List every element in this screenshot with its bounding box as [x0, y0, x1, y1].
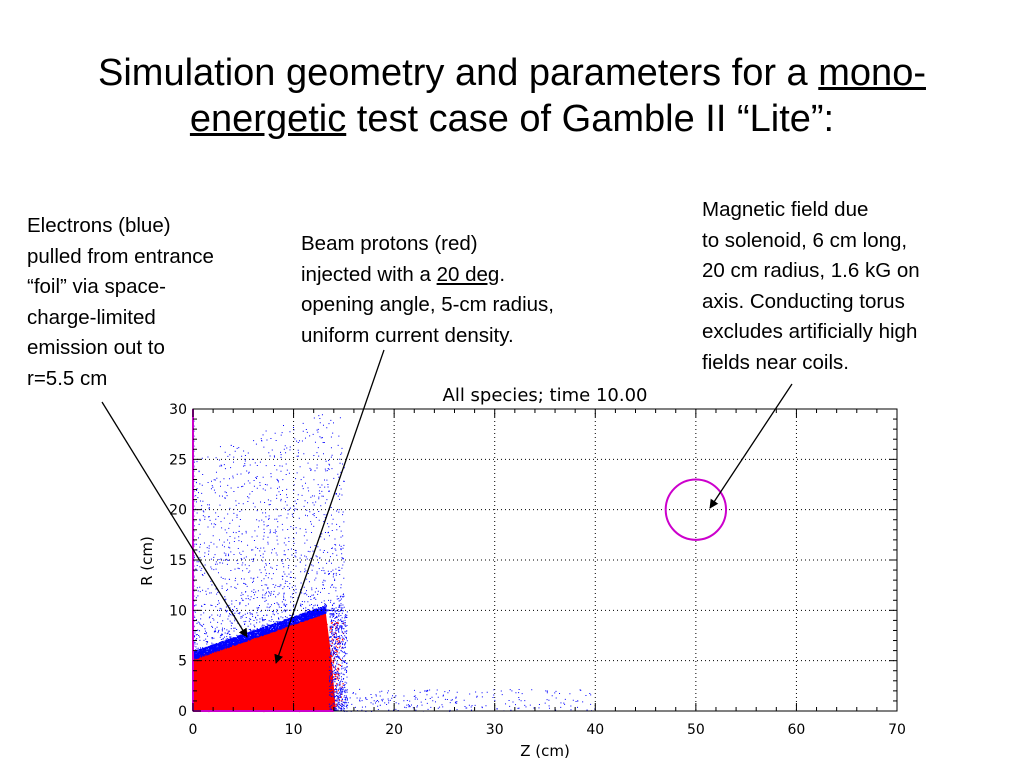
electrons-line: charge-limited [27, 305, 156, 329]
x-tick-label: 60 [788, 722, 806, 738]
title-part-2: test case of Gamble II “Lite”: [346, 98, 835, 140]
y-tick-label: 10 [169, 603, 187, 619]
electrons-pointer-arrow [101, 401, 248, 638]
field-line: fields near coils. [702, 350, 849, 374]
y-tick-label: 15 [169, 553, 187, 569]
field-line: axis. Conducting torus [702, 289, 905, 313]
x-tick-label: 0 [189, 722, 198, 738]
axis-ticks: 0 10 20 30 40 50 60 70 0 5 10 15 20 25 30 [169, 402, 906, 738]
electron-boundary-band [193, 604, 327, 660]
protons-line-2-post: . [499, 262, 506, 286]
slide-title: Simulation geometry and parameters for a… [0, 50, 1024, 142]
electrons-line: r=5.5 cm [27, 366, 108, 390]
y-tick-label: 20 [169, 503, 187, 519]
particle-scatter [193, 414, 596, 713]
y-axis-label: R (cm) [138, 536, 156, 586]
electrons-annotation: Electrons (blue) pulled from entrance “f… [27, 211, 214, 394]
protons-line-2-pre: injected with a [301, 262, 437, 286]
torus-pointer-arrow [709, 383, 793, 509]
x-tick-label: 10 [285, 722, 303, 738]
conducting-torus-circle [664, 478, 728, 541]
protons-annotation: Beam protons (red) injected with a 20 de… [301, 229, 554, 351]
x-axis-label: Z (cm) [520, 742, 570, 760]
protons-pointer-arrow [274, 349, 385, 664]
title-underlined-mono: mono- [818, 52, 926, 94]
title-underlined-energetic: energetic [189, 98, 347, 140]
protons-line-2: injected with a 20 deg. [301, 260, 554, 291]
field-line: excludes artificially high [702, 320, 918, 343]
field-line: to solenoid, 6 cm long, [702, 228, 908, 252]
electrons-line: Electrons (blue) [27, 214, 171, 237]
y-tick-label: 0 [178, 704, 187, 720]
annotation-arrows [101, 349, 793, 664]
x-tick-label: 70 [888, 722, 906, 738]
x-tick-label: 50 [687, 722, 705, 738]
y-tick-label: 5 [178, 654, 187, 670]
title-part-1: Simulation geometry and parameters for a [98, 52, 819, 94]
x-tick-label: 30 [486, 722, 504, 738]
protons-line-4: uniform current density. [301, 323, 514, 347]
magnetic-field-annotation: Magnetic field due to solenoid, 6 cm lon… [702, 195, 920, 378]
protons-line-1: Beam protons (red) [301, 232, 478, 255]
field-line: 20 cm radius, 1.6 kG on [702, 259, 920, 282]
x-tick-label: 40 [586, 722, 604, 738]
electrons-line: pulled from entrance [27, 244, 214, 268]
field-line: Magnetic field due [702, 198, 869, 221]
electrons-line: emission out to [27, 336, 165, 359]
plot-grid [193, 409, 897, 711]
y-tick-label: 30 [169, 402, 187, 418]
x-tick-label: 20 [385, 722, 403, 738]
plot-title: All species; time 10.00 [443, 385, 648, 406]
electrons-line: “foil” via space- [27, 275, 166, 298]
y-tick-label: 25 [169, 452, 187, 468]
protons-line-3: opening angle, 5-cm radius, [301, 293, 554, 316]
protons-angle-underlined: 20 deg [436, 262, 500, 286]
